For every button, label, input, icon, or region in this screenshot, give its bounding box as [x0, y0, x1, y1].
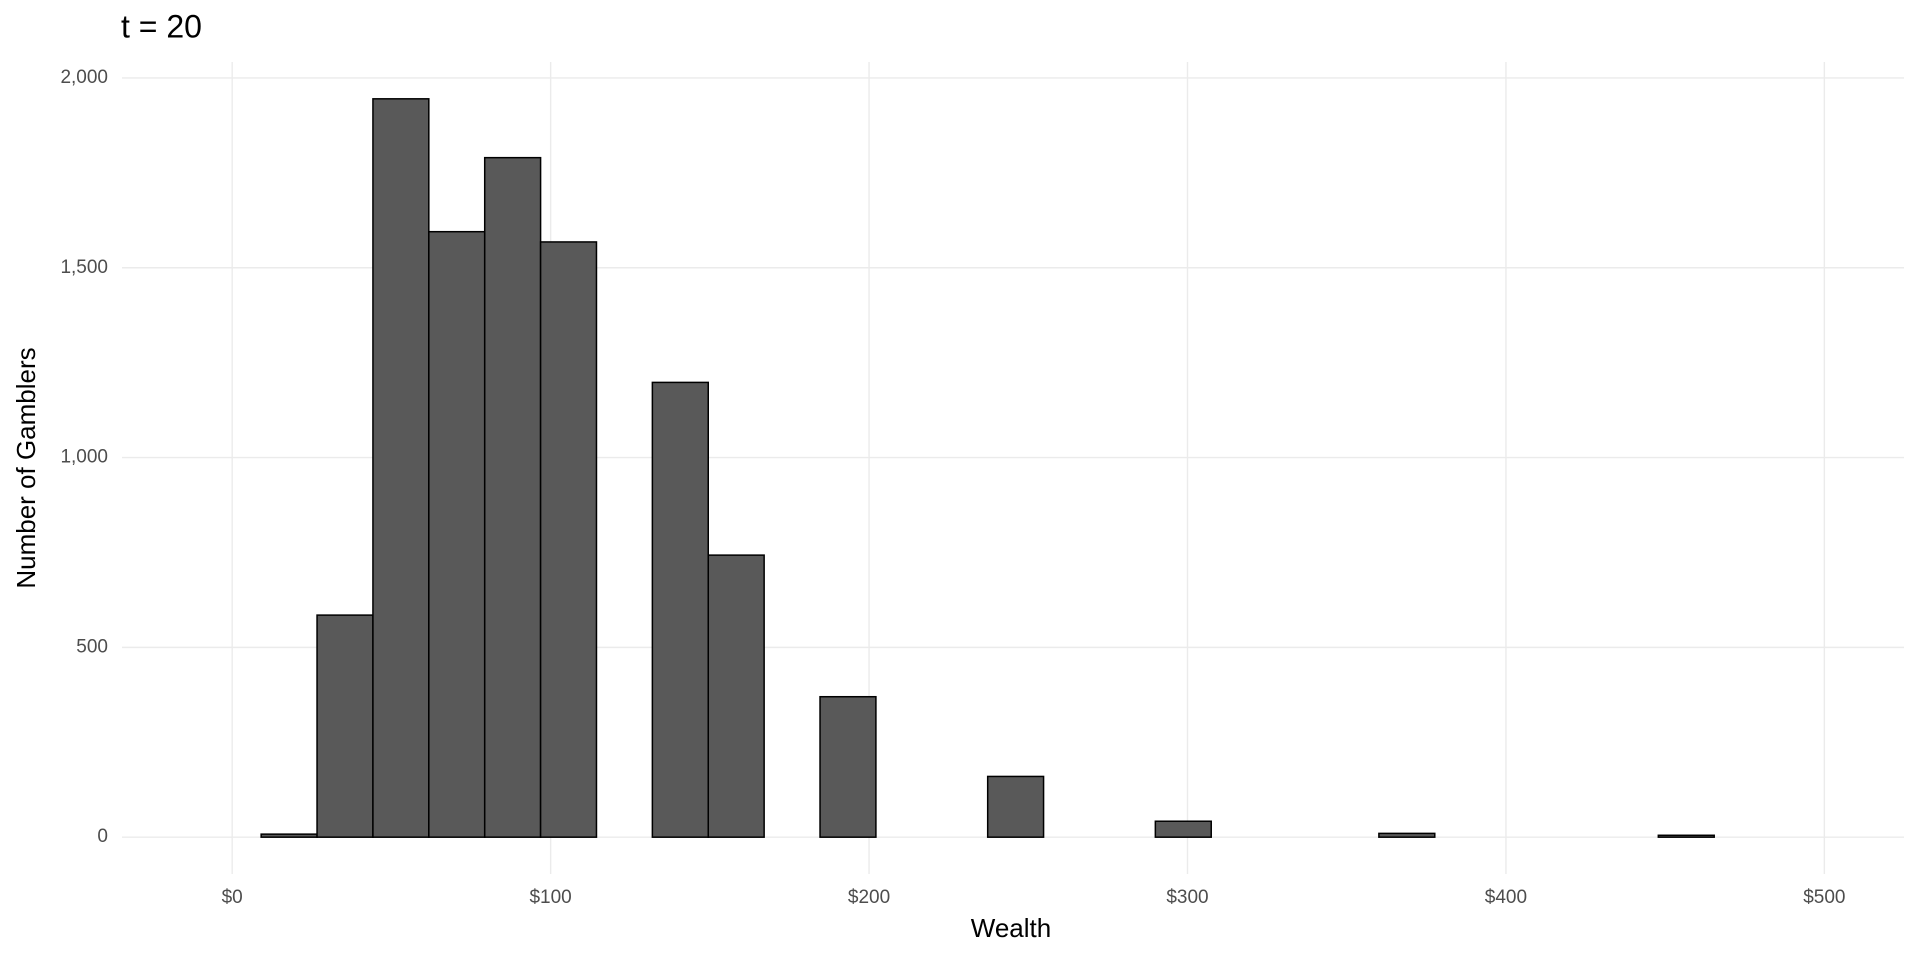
x-tick-label: $300 — [1166, 887, 1208, 908]
x-tick-label: $400 — [1485, 887, 1527, 908]
y-tick-label: 2,000 — [60, 67, 108, 88]
x-tick-label: $0 — [222, 887, 243, 908]
bar — [1657, 834, 1715, 838]
bar — [707, 554, 765, 838]
bar — [819, 695, 877, 838]
chart-title: t = 20 — [121, 8, 202, 44]
bar — [1378, 832, 1436, 838]
y-tick-label: 0 — [97, 826, 108, 847]
bar — [1154, 820, 1212, 838]
bar — [428, 230, 486, 838]
x-tick-label: $500 — [1803, 887, 1845, 908]
bar — [986, 775, 1045, 838]
bar — [483, 156, 542, 838]
bar — [651, 381, 710, 838]
y-tick-label: 500 — [76, 636, 108, 657]
bar — [316, 614, 374, 838]
bar — [539, 241, 598, 838]
x-tick-label: $200 — [848, 887, 890, 908]
bar — [260, 833, 318, 838]
y-axis-title: Number of Gamblers — [11, 347, 41, 588]
x-tick-label: $100 — [529, 887, 571, 908]
x-axis-title: Wealth — [971, 913, 1051, 943]
y-tick-label: 1,500 — [60, 257, 108, 278]
y-tick-label: 1,000 — [60, 447, 108, 468]
bar — [372, 98, 430, 838]
